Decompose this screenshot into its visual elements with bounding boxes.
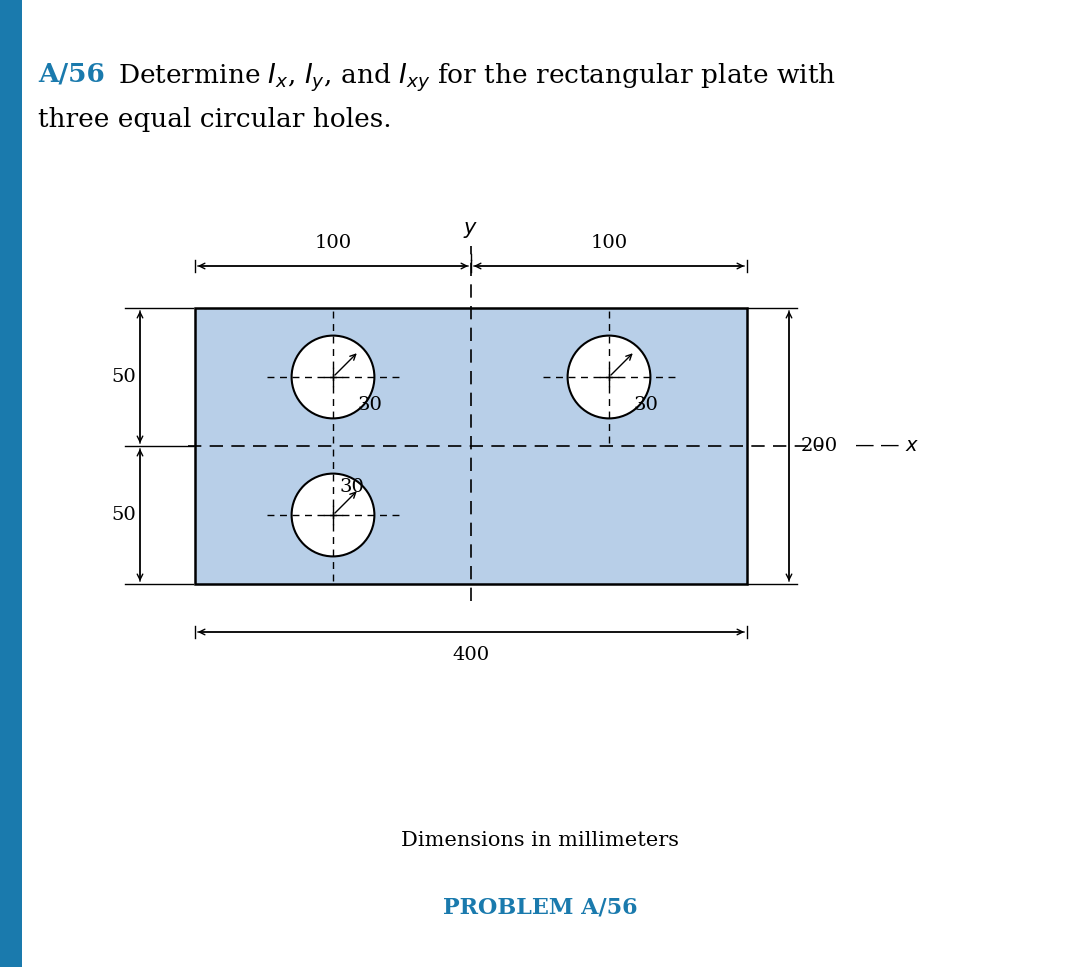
Text: $y$: $y$ bbox=[463, 220, 478, 240]
Text: 30: 30 bbox=[357, 396, 382, 414]
Text: three equal circular holes.: three equal circular holes. bbox=[38, 107, 392, 132]
Text: — — $x$: — — $x$ bbox=[854, 437, 919, 455]
Bar bbox=[0, 0, 22, 967]
Text: A/56: A/56 bbox=[38, 62, 105, 87]
Text: 200: 200 bbox=[801, 437, 838, 455]
Text: 30: 30 bbox=[634, 396, 659, 414]
Circle shape bbox=[292, 336, 375, 419]
Text: Determine $I_x$, $I_y$, and $I_{xy}$ for the rectangular plate with: Determine $I_x$, $I_y$, and $I_{xy}$ for… bbox=[118, 62, 836, 95]
Text: 100: 100 bbox=[314, 234, 352, 252]
Text: 50: 50 bbox=[111, 368, 136, 386]
Text: 50: 50 bbox=[111, 506, 136, 524]
Text: 400: 400 bbox=[453, 646, 489, 664]
Circle shape bbox=[292, 474, 375, 556]
Circle shape bbox=[568, 336, 650, 419]
Bar bbox=[195, 308, 747, 584]
Text: 100: 100 bbox=[591, 234, 627, 252]
Text: Dimensions in millimeters: Dimensions in millimeters bbox=[401, 831, 679, 849]
Text: 30: 30 bbox=[340, 478, 365, 496]
Text: PROBLEM A/56: PROBLEM A/56 bbox=[443, 897, 637, 919]
